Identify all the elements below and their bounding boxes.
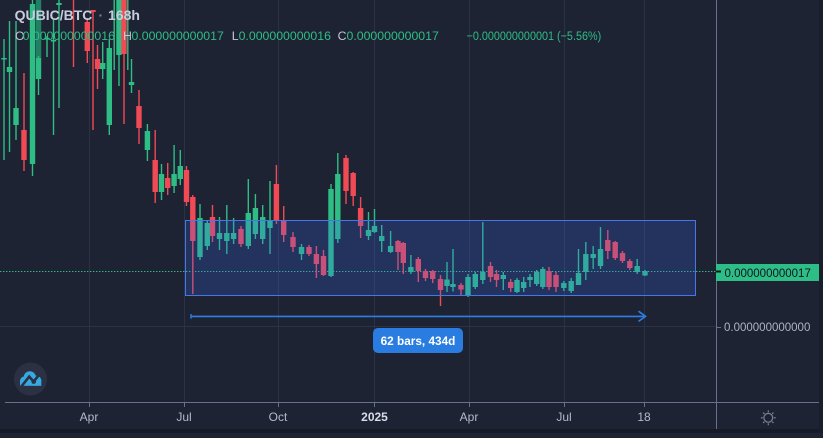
svg-text:0.000000000000: 0.000000000000 — [724, 322, 810, 334]
svg-text:62 bars, 434d: 62 bars, 434d — [381, 334, 456, 348]
svg-text:Apr: Apr — [80, 410, 99, 424]
svg-text:18: 18 — [637, 410, 651, 424]
svg-text:2025: 2025 — [361, 410, 388, 424]
svg-text:Jul: Jul — [556, 410, 571, 424]
svg-text:Oct: Oct — [269, 410, 288, 424]
svg-text:0.000000000017: 0.000000000017 — [725, 268, 811, 280]
svg-text:Jul: Jul — [176, 410, 191, 424]
svg-text:QUBIC/BTC·168h: QUBIC/BTC · 168h — [15, 7, 140, 23]
svg-text:Apr: Apr — [460, 410, 479, 424]
